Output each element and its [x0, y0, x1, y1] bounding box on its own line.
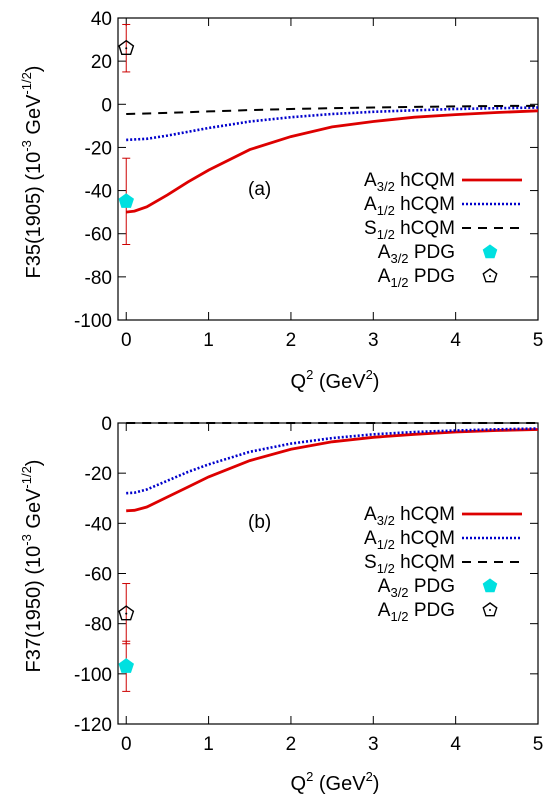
y-tick-label: -40 [85, 514, 112, 535]
pdg-point [118, 39, 135, 55]
pdg-point-center [125, 612, 128, 615]
x-tick-label: 2 [286, 734, 297, 755]
plot-frame [117, 422, 539, 725]
x-axis-title: Q2 (GeV2) [291, 769, 380, 795]
legend-label: A1/2 PDG [378, 600, 455, 624]
legend-sample-center [489, 609, 491, 611]
legend-label: A1/2 hCQM [364, 528, 455, 552]
series-group [126, 422, 539, 513]
legend-label: S1/2 hCQM [364, 218, 455, 242]
x-tick-label: 1 [203, 734, 214, 755]
axis-ticks: 0 1 2 3 4 5 -120 -100 -80 -60 -40 -20 0 [74, 414, 543, 755]
x-tick-label: 4 [450, 330, 461, 351]
series-group [126, 104, 539, 214]
legend-label: A3/2 hCQM [364, 504, 455, 528]
x-tick-label: 0 [121, 330, 132, 351]
x-tick-label: 3 [368, 330, 379, 351]
y-tick-label: -80 [85, 268, 112, 289]
y-tick-label: -80 [85, 615, 112, 636]
x-tick-label: 0 [121, 734, 132, 755]
x-tick-label: 2 [286, 330, 297, 351]
x-tick-label: 3 [368, 734, 379, 755]
y-tick-label: -120 [74, 715, 112, 736]
x-tick-label: 4 [450, 734, 461, 755]
y-tick-label: -60 [85, 565, 112, 586]
y-tick-label: 40 [91, 9, 112, 30]
panel-label: (a) [248, 179, 271, 200]
legend-label: A1/2 PDG [378, 266, 455, 290]
y-tick-label: 20 [91, 52, 112, 73]
pdg-point [118, 658, 134, 673]
series-line [126, 428, 539, 513]
legend-label: A1/2 hCQM [364, 194, 455, 218]
pdg-point [118, 605, 135, 621]
y-tick-label: -60 [85, 225, 112, 246]
pdg-points [118, 583, 135, 692]
legend-label: A3/2 PDG [378, 576, 455, 600]
y-tick-label: -20 [85, 464, 112, 485]
x-tick-label: 5 [533, 330, 544, 351]
panel-label: (b) [248, 512, 271, 533]
y-tick-label: -40 [85, 182, 112, 203]
panel-b: 0 1 2 3 4 5 -120 -100 -80 -60 -40 -20 0 (b) A3/2 hCQ… [19, 414, 543, 795]
y-tick-label: -100 [74, 311, 112, 332]
plot-frame [117, 17, 539, 321]
axis-ticks: 0 1 2 3 4 5 -100 -80 -60 -40 -20 0 20 40 [74, 9, 543, 351]
legend-label: A3/2 hCQM [364, 170, 455, 194]
y-tick-label: -20 [85, 138, 112, 159]
legend-sample [482, 578, 498, 593]
x-axis-title: Q2 (GeV2) [291, 367, 380, 393]
y-axis-title: F35(1905) (10-3 GeV-1/2) [19, 66, 45, 279]
pdg-point-center [125, 47, 128, 50]
series-line [126, 109, 539, 214]
pdg-point [118, 193, 134, 208]
series-line [126, 104, 539, 115]
legend-sample [482, 602, 498, 617]
legend-label: A3/2 PDG [378, 242, 455, 266]
series-line [126, 427, 539, 495]
legend-label: S1/2 hCQM [364, 552, 455, 576]
y-tick-label: 0 [101, 95, 112, 116]
x-tick-label: 1 [203, 330, 214, 351]
y-axis-title: F37(1950) (10-3 GeV-1/2) [19, 460, 45, 673]
pdg-points [118, 23, 135, 245]
panel-a: 0 1 2 3 4 5 -100 -80 -60 -40 -20 0 20 40 (a) A3/2 hCQ… [19, 9, 543, 393]
legend-sample [482, 244, 498, 259]
y-tick-label: -100 [74, 665, 112, 686]
y-tick-label: 0 [101, 414, 112, 435]
x-tick-label: 5 [533, 734, 544, 755]
legend-sample [482, 268, 498, 283]
legend-sample-center [489, 275, 491, 277]
